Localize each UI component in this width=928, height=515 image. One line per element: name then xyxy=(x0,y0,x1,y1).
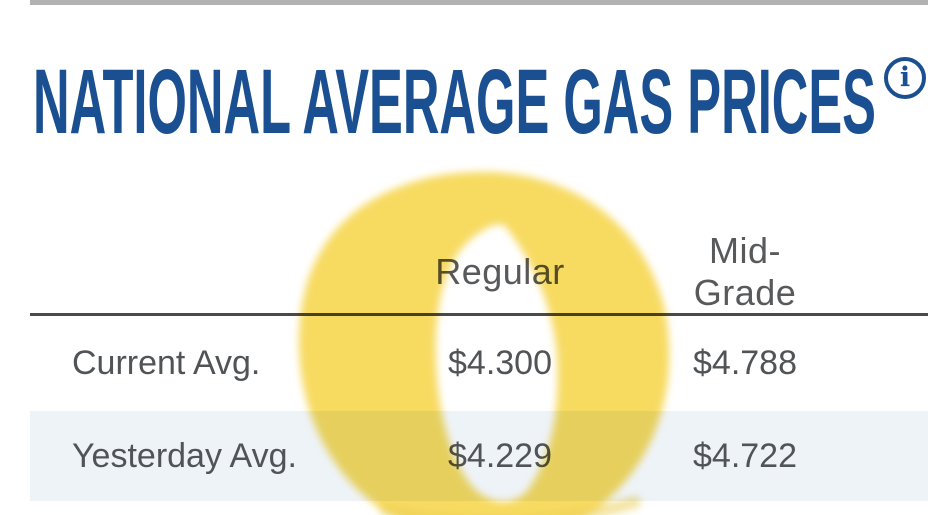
info-icon[interactable]: i xyxy=(884,57,926,99)
table-row-current-avg: Current Avg. $4.300 $4.788 xyxy=(30,316,928,411)
page-title-svg: NATIONAL AVERAGE GAS PRICES xyxy=(33,51,876,153)
gas-prices-table: Regular Mid-Grade Current Avg. $4.300 $4… xyxy=(30,230,928,501)
row-label: Current Avg. xyxy=(72,344,261,382)
info-icon-glyph: i xyxy=(899,61,911,93)
page-title-text: NATIONAL AVERAGE GAS PRICES xyxy=(33,51,876,145)
yesterday-avg-mid-grade-price: $4.722 xyxy=(693,436,797,475)
current-avg-mid-grade-price: $4.788 xyxy=(693,344,797,382)
row-label: Yesterday Avg. xyxy=(72,436,297,475)
column-header-regular: Regular xyxy=(435,251,565,292)
page-title: NATIONAL AVERAGE GAS PRICES xyxy=(30,45,928,153)
column-header-mid-grade: Mid-Grade xyxy=(693,230,797,313)
yesterday-avg-regular-price: $4.229 xyxy=(448,436,552,475)
table-row-yesterday-avg: Yesterday Avg. $4.229 $4.722 xyxy=(30,411,928,501)
table-header-row: Regular Mid-Grade xyxy=(30,230,928,316)
current-avg-regular-price: $4.300 xyxy=(448,344,552,382)
top-divider-bar xyxy=(30,0,928,5)
